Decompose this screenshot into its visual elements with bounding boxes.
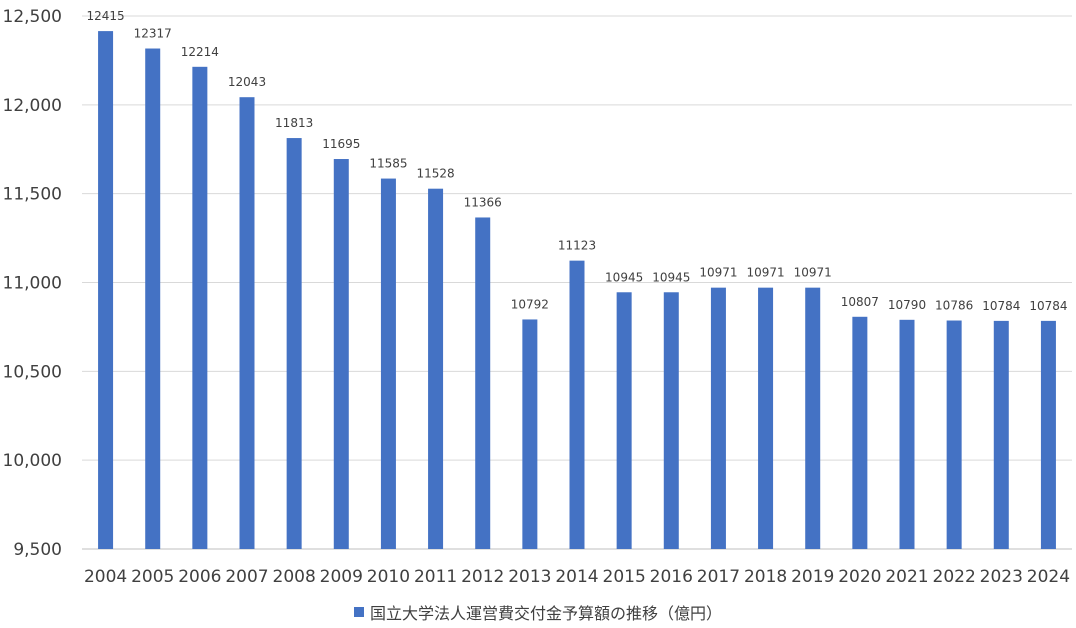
bar [98, 31, 114, 549]
x-tick-label: 2023 [980, 567, 1023, 587]
bar [286, 138, 302, 549]
x-tick-label: 2012 [461, 567, 504, 587]
data-label: 11585 [369, 157, 407, 171]
data-label: 10971 [794, 266, 832, 280]
data-label: 10786 [935, 299, 973, 313]
legend-label: 国立大学法人運営費交付金予算額の推移（億円） [369, 604, 722, 623]
y-tick-label: 9,500 [13, 540, 62, 560]
x-tick-label: 2010 [367, 567, 410, 587]
data-label: 11528 [416, 167, 454, 181]
bar [569, 260, 585, 549]
x-tick-label: 2016 [650, 567, 693, 587]
x-tick-label: 2018 [744, 567, 787, 587]
bar [428, 188, 444, 549]
x-tick-label: 2021 [885, 567, 928, 587]
x-tick-label: 2022 [933, 567, 976, 587]
bar [145, 48, 161, 549]
bar [522, 319, 538, 549]
data-label: 12317 [134, 27, 172, 41]
data-label: 10945 [605, 270, 643, 284]
bar [616, 292, 632, 549]
data-label: 10807 [841, 295, 879, 309]
bar [946, 320, 962, 549]
x-tick-label: 2024 [1027, 567, 1070, 587]
data-label: 10971 [746, 266, 784, 280]
x-tick-label: 2017 [697, 567, 740, 587]
data-label: 10790 [888, 298, 926, 312]
bar [475, 217, 491, 549]
bar [380, 178, 396, 549]
x-tick-label: 2009 [320, 567, 363, 587]
y-tick-label: 12,000 [3, 96, 62, 116]
data-label: 12043 [228, 75, 266, 89]
bar [993, 320, 1009, 549]
data-label: 12415 [86, 9, 124, 23]
y-tick-label: 11,000 [3, 274, 62, 294]
x-tick-label: 2004 [84, 567, 127, 587]
data-label: 10971 [699, 266, 737, 280]
x-tick-label: 2006 [178, 567, 221, 587]
data-label: 11123 [558, 239, 596, 253]
y-tick-label: 11,500 [3, 185, 62, 205]
bar [710, 287, 726, 549]
x-tick-label: 2005 [131, 567, 174, 587]
bar [192, 66, 208, 549]
bar [805, 287, 821, 549]
x-tick-label: 2013 [508, 567, 551, 587]
y-tick-label: 12,500 [3, 7, 62, 27]
data-label: 11366 [464, 195, 502, 209]
bar [852, 316, 868, 549]
bar [1040, 320, 1056, 549]
legend-swatch [353, 607, 364, 617]
data-label: 10792 [511, 297, 549, 311]
bar [239, 97, 255, 549]
bar [899, 319, 915, 549]
bar [663, 292, 679, 549]
data-label: 12214 [181, 45, 219, 59]
x-tick-label: 2007 [225, 567, 268, 587]
legend: 国立大学法人運営費交付金予算額の推移（億円） [0, 600, 1076, 624]
x-tick-label: 2011 [414, 567, 457, 587]
data-label: 10784 [1029, 299, 1067, 313]
x-tick-label: 2019 [791, 567, 834, 587]
data-label: 10784 [982, 299, 1020, 313]
x-tick-label: 2014 [555, 567, 598, 587]
x-tick-label: 2008 [273, 567, 316, 587]
y-tick-label: 10,500 [3, 362, 62, 382]
data-label: 11695 [322, 137, 360, 151]
bar [333, 159, 349, 549]
data-label: 11813 [275, 116, 313, 130]
x-tick-label: 2015 [603, 567, 646, 587]
data-label: 10945 [652, 270, 690, 284]
bar [758, 287, 774, 549]
x-tick-label: 2020 [838, 567, 881, 587]
y-tick-label: 10,000 [3, 451, 62, 471]
